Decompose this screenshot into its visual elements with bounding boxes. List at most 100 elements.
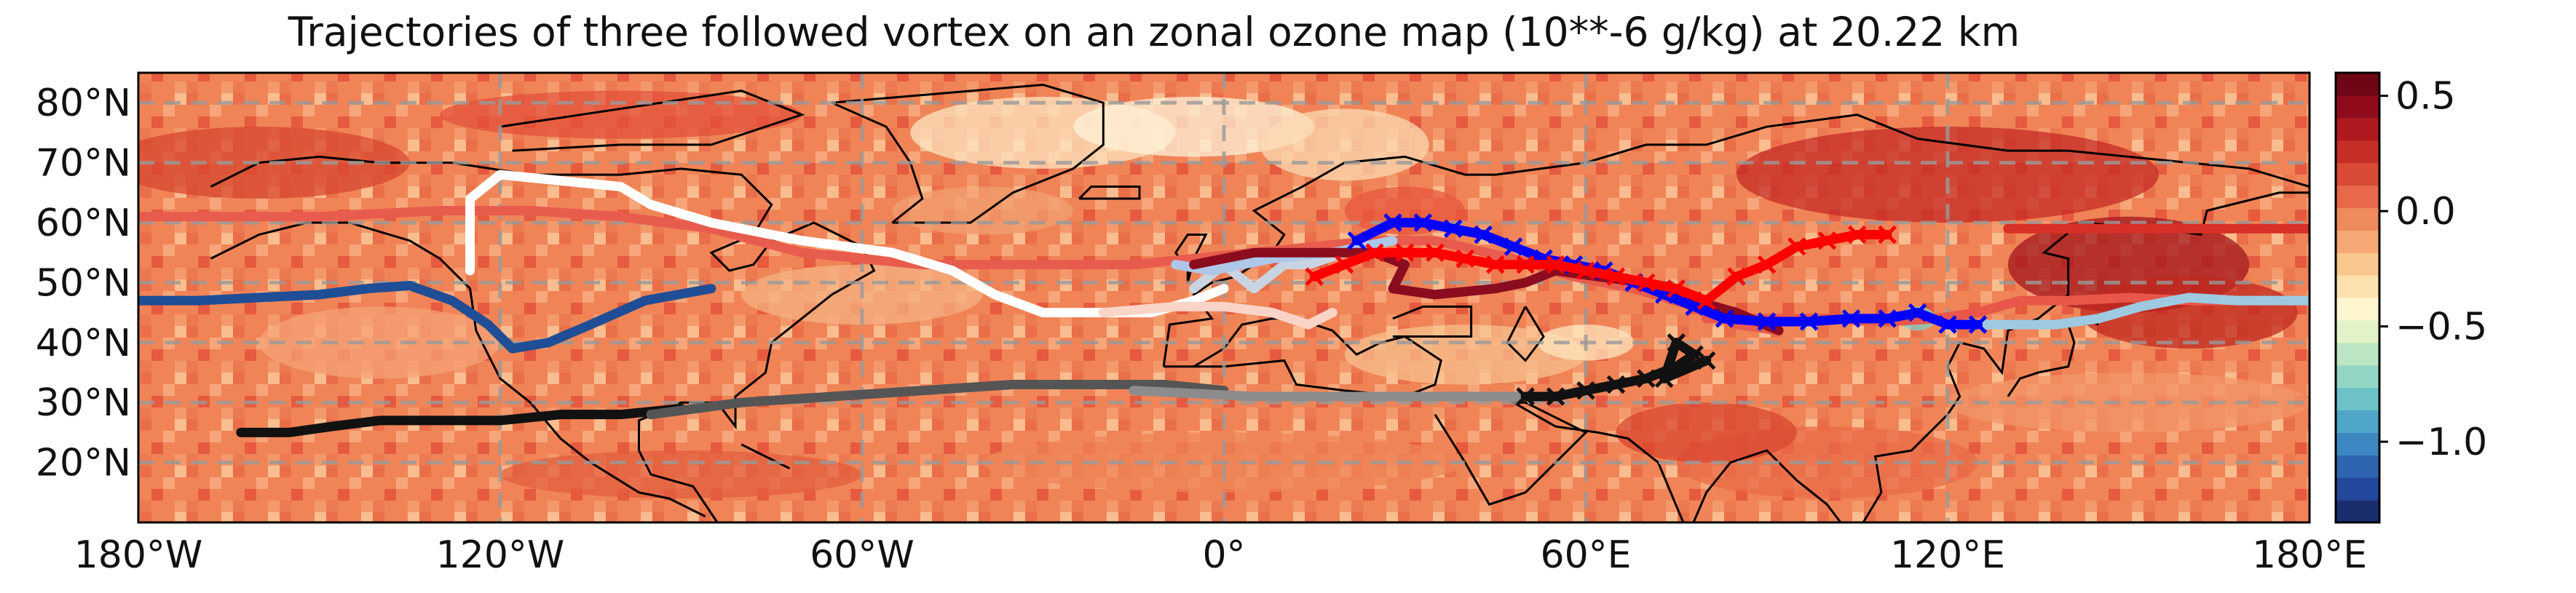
trajectory-marker [1426, 243, 1445, 262]
trajectory-marker [1413, 213, 1433, 232]
trajectory-marker [1841, 309, 1861, 328]
trajectory-marker [1667, 279, 1686, 298]
ozone-patch [1616, 402, 1797, 463]
trajectory-marker [1696, 351, 1716, 370]
colorbar-band [2336, 207, 2379, 231]
trajectory-marker [1715, 309, 1734, 328]
trajectory-marker [1455, 249, 1475, 268]
colorbar-band [2336, 162, 2379, 186]
colorbar-band [2336, 252, 2379, 276]
coastline [1506, 306, 1545, 362]
trajectory-marker [1576, 381, 1595, 400]
map-area [138, 73, 2310, 522]
trajectory-line-3 [138, 206, 1784, 335]
colorbar-band [2336, 230, 2379, 253]
lon-tick-label: 180°W [74, 533, 203, 577]
ozone-patch [1072, 96, 1315, 157]
colorbar-band [2336, 477, 2379, 501]
trajectory-marker [1667, 333, 1686, 352]
colorbar-band [2336, 185, 2379, 208]
trajectory-marker [1787, 237, 1806, 256]
colorbar-band [2336, 140, 2379, 164]
trajectory-marker [1383, 213, 1402, 232]
trajectory-marker [1727, 267, 1746, 286]
lat-tick-label: 80°N [36, 81, 131, 125]
lon-tick-label: 120°W [436, 533, 565, 577]
trajectory-marker [1504, 237, 1523, 256]
trajectory-marker [1606, 267, 1626, 286]
ozone-patch [1948, 373, 2310, 433]
ozone-patch [500, 450, 862, 499]
trajectory-marker [1443, 219, 1463, 239]
coastline [210, 221, 706, 518]
ozone-patch [1344, 325, 1586, 385]
lon-tick-label: 60°W [810, 533, 914, 577]
colorbar-band [2336, 95, 2379, 119]
colorbar-band [2336, 432, 2379, 455]
trajectory-marker [1847, 225, 1867, 244]
map-title: Trajectories of three followed vortex on… [288, 9, 2020, 55]
trajectory-marker [1878, 309, 1897, 328]
trajectory-marker [1516, 387, 1535, 406]
trajectory-marker [1757, 312, 1777, 331]
trajectory-marker [1516, 255, 1535, 274]
trajectory-marker [1395, 243, 1415, 262]
trajectory-marker [1576, 261, 1595, 280]
trajectory-line-9 [1189, 247, 1784, 335]
gridlines [138, 73, 2310, 522]
colorbar-band [2336, 387, 2379, 411]
trajectory-marker [1474, 225, 1493, 244]
trajectory-line-1 [1972, 292, 2310, 330]
trajectory-marker [1757, 255, 1777, 274]
trajectory-marker [1938, 315, 1957, 334]
colorbar-tick-label: 0.0 [2395, 190, 2456, 234]
colorbar-band [2336, 275, 2379, 298]
map-border [137, 71, 2311, 524]
trajectory-marker [1637, 273, 1656, 292]
trajectory-marker [1878, 225, 1897, 244]
trajectory-marker [1347, 231, 1367, 250]
colorbar [2334, 71, 2381, 524]
coastline [499, 89, 805, 152]
lon-tick-label: 120°E [1890, 533, 2005, 577]
trajectory-marker [1365, 243, 1384, 262]
trajectory-marker [1335, 255, 1354, 274]
ozone-patch [440, 90, 802, 139]
colorbar-band [2336, 319, 2379, 343]
lat-tick-label: 40°N [36, 322, 131, 365]
ozone-patch [1260, 108, 1429, 181]
colorbar-border [2334, 71, 2381, 524]
colorbar-band [2336, 365, 2379, 389]
colorbar-band [2336, 342, 2379, 366]
trajectory-marker [1968, 315, 1988, 334]
trajectory-marker [1685, 345, 1704, 365]
trajectory-line-2 [138, 281, 716, 354]
trajectory-line-13 [646, 379, 1229, 420]
coastline [1434, 191, 2310, 522]
trajectory-marker [1799, 312, 1819, 331]
trajectory-marker [1696, 291, 1716, 310]
lat-tick-label: 30°N [36, 381, 131, 425]
colorbar-band [2336, 117, 2379, 141]
trajectory-marker [1817, 231, 1837, 250]
colorbar-tick-labels: 0.5 0.0 −0.5 −1.0 [2379, 75, 2487, 464]
ozone-patch [892, 186, 1073, 235]
trajectory-line-6 [1098, 301, 1338, 330]
colorbar-band [2336, 500, 2379, 523]
lat-tick-label: 20°N [36, 442, 131, 485]
lat-tick-label: 50°N [36, 261, 131, 305]
colorbar-band [2336, 298, 2379, 321]
vortex-trajectories [138, 170, 2310, 437]
trajectory-line-14 [1129, 386, 1530, 402]
lat-tick-label: 70°N [36, 142, 131, 186]
trajectory-marker [1908, 303, 1927, 322]
colorbar-band [2336, 73, 2379, 96]
latitude-tick-labels: 80°N 70°N 60°N 50°N 40°N 30°N 20°N [36, 81, 131, 485]
lon-tick-label: 60°E [1540, 533, 1631, 577]
trajectory-marker [1485, 255, 1505, 274]
trajectory-marker [1546, 255, 1565, 274]
colorbar-band [2336, 455, 2379, 478]
longitude-tick-labels: 180°W 120°W 60°W 0° 60°E 120°E 180°E [74, 533, 2367, 577]
trajectory-marker [1305, 267, 1324, 286]
